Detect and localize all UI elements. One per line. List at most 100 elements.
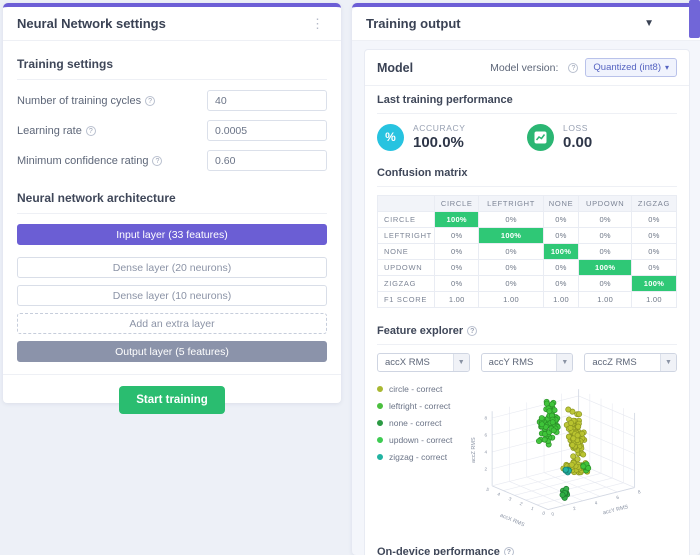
input-minimum-confidence-rating[interactable]: [207, 150, 327, 171]
matrix-row-label: CIRCLE: [377, 211, 435, 228]
matrix-cell: 0%: [630, 259, 678, 276]
matrix-cell: 1.00: [578, 291, 632, 308]
help-icon[interactable]: ?: [145, 95, 156, 106]
matrix-cell: 100%: [630, 275, 678, 292]
matrix-row-none: NONE 0% 0% 100% 0% 0%: [377, 243, 678, 260]
on-device-performance-help-icon[interactable]: ?: [503, 547, 514, 555]
help-icon[interactable]: ?: [85, 125, 96, 136]
training-settings-fields: Number of training cycles? Learning rate?…: [17, 90, 327, 171]
select-accx-rms[interactable]: accX RMS ▼: [377, 353, 470, 372]
kebab-menu-icon[interactable]: ⋮: [311, 15, 324, 31]
architecture-layers: Input layer (33 features) Dense layer (20…: [17, 224, 327, 362]
matrix-cell: 0%: [578, 211, 632, 228]
matrix-cell: 100%: [578, 259, 632, 276]
legend-label: leftright - correct: [389, 401, 451, 411]
field-label: Minimum confidence rating?: [17, 155, 163, 167]
layer-output-layer-5-features[interactable]: Output layer (5 features): [17, 341, 327, 362]
scatter-point: [538, 421, 545, 428]
svg-text:8: 8: [637, 489, 641, 495]
training-metrics: % ACCURACY 100.0% LOSS 0.00: [377, 114, 677, 159]
select-value: accZ RMS: [592, 357, 637, 368]
chevron-down-icon[interactable]: ▼: [644, 18, 654, 29]
legend-label: zigzag - correct: [389, 452, 448, 462]
stat-value: 0.00: [563, 134, 593, 151]
feature-explorer-plot: circle - correct leftright - correct none …: [377, 376, 677, 538]
feature-explorer-heading: Feature explorer?: [377, 317, 677, 345]
input-learning-rate[interactable]: [207, 120, 327, 141]
matrix-cell: 1.00: [630, 291, 678, 308]
matrix-col-none: NONE: [542, 195, 580, 212]
matrix-cell: 0%: [630, 227, 678, 244]
svg-text:4: 4: [497, 491, 502, 497]
layer-dense-layer-10-neurons[interactable]: Dense layer (10 neurons): [17, 285, 327, 306]
model-version-select[interactable]: Quantized (int8) ▾: [585, 58, 677, 77]
svg-text:4: 4: [484, 450, 487, 455]
field-row-number-of-training-cycles: Number of training cycles?: [17, 90, 327, 111]
scatter-point: [569, 442, 576, 449]
scatter-point: [576, 411, 583, 418]
svg-text:accY RMS: accY RMS: [602, 504, 629, 516]
layer-dense-layer-20-neurons[interactable]: Dense layer (20 neurons): [17, 257, 327, 278]
legend-item-zigzag-correct[interactable]: zigzag - correct: [377, 452, 465, 462]
scatter-point: [543, 400, 550, 407]
legend-item-none-correct[interactable]: none - correct: [377, 418, 465, 428]
legend-label: updown - correct: [389, 435, 453, 445]
right-panel-header: Training output ▼: [352, 7, 700, 41]
scatter-point: [568, 420, 574, 426]
matrix-col-circle: CIRCLE: [433, 195, 480, 212]
scrollbar-thumb[interactable]: [689, 0, 700, 38]
select-accz-rms[interactable]: accZ RMS ▼: [584, 353, 678, 372]
scatter-point: [570, 453, 577, 460]
legend-item-circle-correct[interactable]: circle - correct: [377, 384, 465, 394]
on-device-performance-heading: On-device performance?: [377, 538, 677, 555]
matrix-cell: 0%: [433, 275, 480, 292]
legend-dot-icon: [377, 454, 383, 460]
legend-label: circle - correct: [389, 384, 443, 394]
stat-label: ACCURACY: [413, 123, 466, 133]
svg-text:2: 2: [484, 467, 487, 472]
feature-explorer-help-icon[interactable]: ?: [467, 326, 478, 336]
scatter-point: [565, 406, 572, 413]
matrix-cell: 0%: [433, 259, 480, 276]
model-version-help-icon[interactable]: ?: [568, 62, 579, 73]
layer-input-layer-33-features[interactable]: Input layer (33 features): [17, 224, 327, 245]
matrix-cell: 0%: [478, 211, 544, 228]
scatter-point: [562, 466, 569, 473]
scatter-point: [550, 427, 557, 434]
select-accy-rms[interactable]: accY RMS ▼: [480, 353, 574, 372]
chevron-down-icon: ▼: [660, 354, 677, 371]
legend-dot-icon: [377, 386, 383, 392]
matrix-row-label: ZIGZAG: [377, 275, 435, 292]
matrix-cell: 1.00: [542, 291, 580, 308]
matrix-col-leftright: LEFTRIGHT: [478, 195, 544, 212]
matrix-cell: 100%: [542, 243, 580, 260]
scatter-legend: circle - correct leftright - correct none …: [377, 376, 465, 469]
start-training-button[interactable]: Start training: [119, 386, 225, 414]
svg-text:6: 6: [616, 495, 620, 501]
left-panel-footer: Start training: [3, 374, 341, 426]
matrix-cell: 0%: [542, 259, 580, 276]
stat-label: LOSS: [563, 123, 589, 133]
last-training-performance-heading: Last training performance: [377, 86, 677, 114]
svg-text:0: 0: [551, 511, 555, 517]
legend-item-updown-correct[interactable]: updown - correct: [377, 435, 465, 445]
matrix-row-label: LEFTRIGHT: [377, 227, 435, 244]
architecture-heading: Neural network architecture: [17, 185, 327, 214]
neural-network-settings-panel: Neural Network settings ⋮ Training setti…: [3, 3, 341, 414]
matrix-cell: 0%: [478, 243, 544, 260]
scatter-point: [538, 415, 545, 422]
matrix-row-zigzag: ZIGZAG 0% 0% 0% 0% 100%: [377, 275, 678, 292]
legend-item-leftright-correct[interactable]: leftright - correct: [377, 401, 465, 411]
matrix-cell: 0%: [542, 211, 580, 228]
svg-text:6: 6: [484, 433, 487, 438]
chevron-down-icon: ▼: [556, 354, 573, 371]
legend-dot-icon: [377, 420, 383, 426]
layer-add-an-extra-layer[interactable]: Add an extra layer: [17, 313, 327, 334]
help-icon[interactable]: ?: [152, 155, 163, 166]
svg-text:3: 3: [508, 496, 513, 502]
input-number-of-training-cycles[interactable]: [207, 90, 327, 111]
svg-text:4: 4: [594, 500, 598, 506]
stat-loss: LOSS 0.00: [527, 123, 677, 151]
select-value: accY RMS: [488, 357, 534, 368]
